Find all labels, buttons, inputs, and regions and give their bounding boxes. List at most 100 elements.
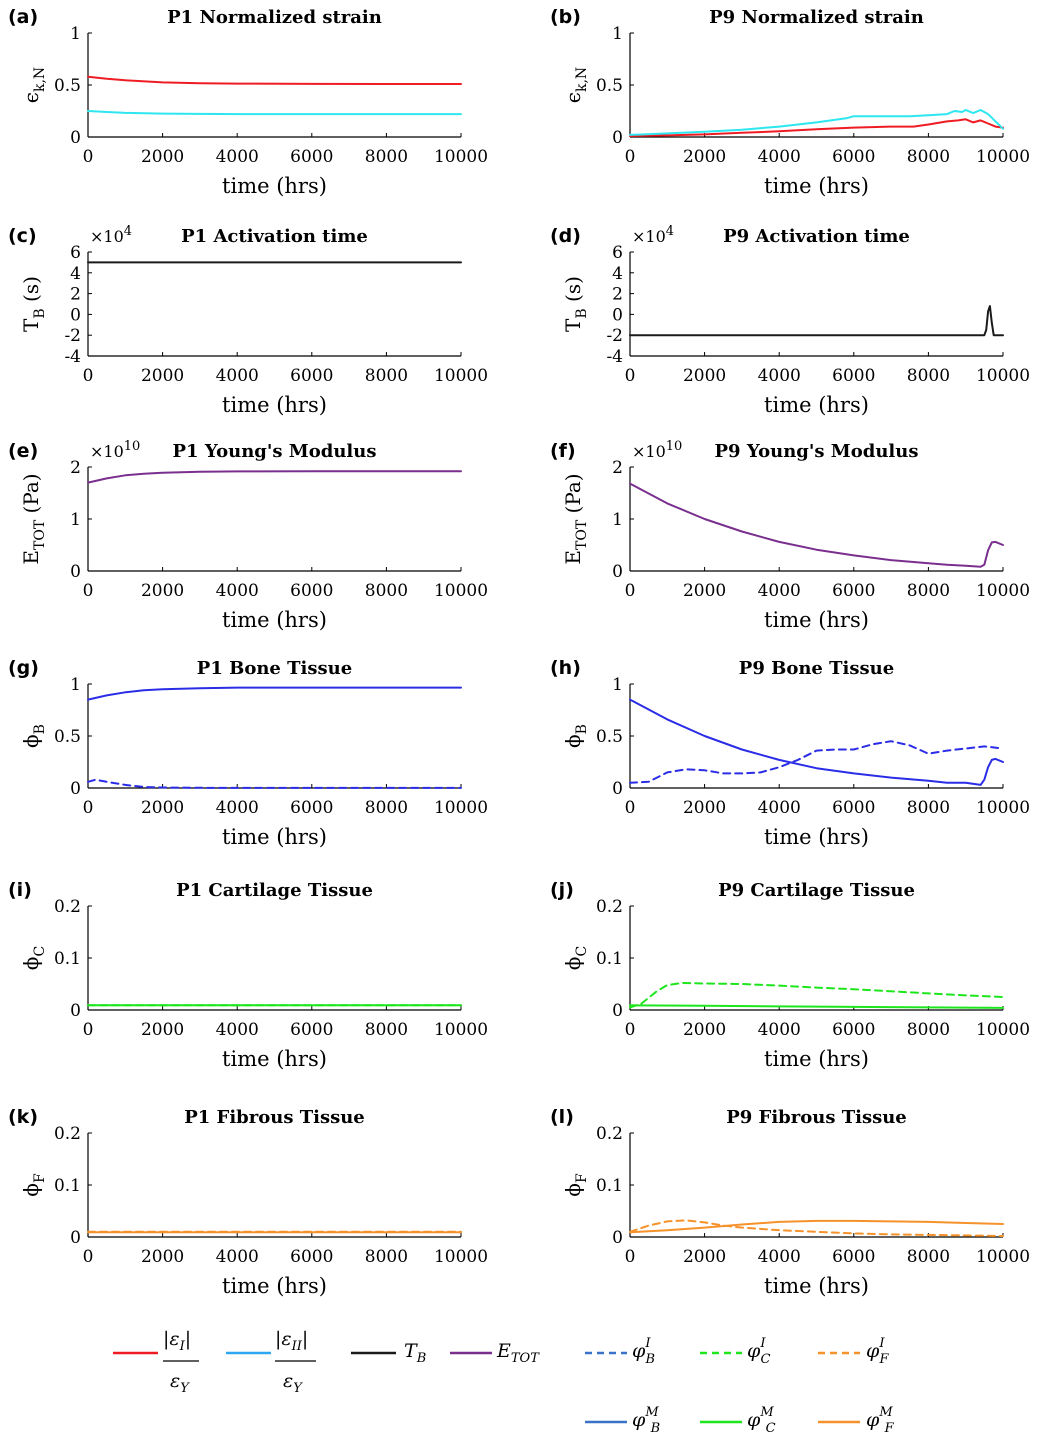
y-tick-label-l: 0.1 [596, 1176, 623, 1196]
legend-bone-m-main: φ [632, 1409, 646, 1431]
y-axis-label-k: ϕF [19, 1173, 48, 1197]
x-tick-label-d: 0 [625, 366, 636, 386]
svg-text:φMB: φM B [632, 1405, 660, 1436]
x-axis-label-j: time (hrs) [764, 1047, 869, 1071]
svg-text:φIF: φI F [866, 1336, 889, 1367]
x-axis-label-h: time (hrs) [764, 825, 869, 849]
series-line-l-fibrous-i [629, 1219, 1004, 1237]
panel-label-b: (b) [550, 6, 581, 28]
x-tick-label-h: 2000 [683, 798, 726, 818]
x-tick-label-b: 4000 [758, 147, 801, 167]
svg-text:φMF: φM F [866, 1405, 895, 1436]
y-tick-label-a: 0 [70, 128, 81, 148]
legend-modulus-sub: TOT [511, 1351, 540, 1366]
legend-fibrous-i-sup: I [878, 1336, 885, 1351]
x-tick-label-g: 0 [83, 798, 94, 818]
panel-label-g: (g) [8, 657, 39, 679]
x-tick-label-j: 6000 [832, 1020, 875, 1040]
y-axis-label-d: TB (s) [561, 276, 590, 332]
x-tick-label-h: 6000 [832, 798, 875, 818]
x-tick-label-a: 0 [83, 147, 94, 167]
panel-label-l: (l) [550, 1106, 574, 1128]
y-tick-label-f: 1 [612, 510, 623, 530]
x-tick-label-k: 0 [83, 1247, 94, 1267]
x-tick-label-k: 10000 [434, 1247, 488, 1267]
x-axis-label-k: time (hrs) [222, 1274, 327, 1298]
y-axis-label-a: ϵk,N [19, 67, 48, 103]
x-tick-label-e: 2000 [141, 581, 184, 601]
x-tick-label-d: 2000 [683, 366, 726, 386]
panel-label-c: (c) [8, 225, 37, 247]
x-tick-label-l: 10000 [976, 1247, 1030, 1267]
x-tick-label-i: 2000 [141, 1020, 184, 1040]
x-tick-label-c: 4000 [216, 366, 259, 386]
panel-label-e: (e) [8, 440, 38, 462]
legend-bone-i-sup: I [644, 1336, 651, 1351]
y-tick-label-g: 0 [70, 779, 81, 799]
legend-fibrous-i-sub: F [878, 1352, 889, 1367]
x-tick-label-j: 0 [625, 1020, 636, 1040]
legend-cartilage-m-sup: M [759, 1405, 774, 1420]
x-tick-label-i: 4000 [216, 1020, 259, 1040]
y-tick-label-e: 2 [70, 458, 81, 478]
x-tick-label-d: 10000 [976, 366, 1030, 386]
y-tick-label-c: 2 [70, 285, 81, 305]
chart-panel-i: (i) P1 Cartilage Tissue 0 0.1 0.2 0 2000 4000 60… [8, 879, 488, 1071]
chart-title-j: P9 Cartilage Tissue [718, 880, 915, 901]
y-axis-label-f: ETOT (Pa) [561, 473, 590, 564]
y-tick-label-c: 0 [70, 305, 81, 325]
legend-item-bone-m: φM B [585, 1405, 660, 1436]
x-tick-label-e: 8000 [365, 581, 408, 601]
x-tick-label-j: 10000 [976, 1020, 1030, 1040]
x-tick-label-l: 2000 [683, 1247, 726, 1267]
chart-panel-f: (f) P9 Young's Modulus ×1010 0 1 2 0 2000 4000 60… [550, 439, 1030, 632]
series-line-j-cartilage-i [629, 982, 1004, 1009]
x-tick-label-k: 6000 [290, 1247, 333, 1267]
x-tick-label-d: 4000 [758, 366, 801, 386]
y-tick-label-d: 0 [612, 305, 623, 325]
x-axis-label-e: time (hrs) [222, 608, 327, 632]
chart-panel-b: (b) P9 Normalized strain 0 0.5 1 0 2000 4000 600… [550, 6, 1030, 198]
x-tick-label-h: 4000 [758, 798, 801, 818]
series-line-g-bone-m [87, 686, 462, 701]
y-tick-label-d: 4 [612, 264, 623, 284]
x-tick-label-i: 8000 [365, 1020, 408, 1040]
panel-label-f: (f) [550, 440, 576, 462]
y-tick-label-e: 0 [70, 562, 81, 582]
chart-title-a: P1 Normalized strain [167, 7, 382, 28]
y-tick-label-b: 0 [612, 128, 623, 148]
legend-item-cartilage-m: φM C [700, 1405, 776, 1436]
x-tick-label-f: 0 [625, 581, 636, 601]
svg-text:φMC: φM C [747, 1405, 776, 1436]
x-tick-label-b: 8000 [907, 147, 950, 167]
series-line-h-bone-m [629, 698, 1004, 786]
y-tick-label-l: 0.2 [596, 1124, 623, 1144]
legend-bone-i-main: φ [632, 1340, 646, 1362]
x-tick-label-h: 0 [625, 798, 636, 818]
legend-fibrous-m-sub: F [884, 1421, 895, 1436]
y-tick-label-g: 0.5 [54, 727, 81, 747]
x-axis-label-c: time (hrs) [222, 393, 327, 417]
x-tick-label-g: 4000 [216, 798, 259, 818]
series-line-l-fibrous-m [629, 1219, 1004, 1234]
svg-text:εY: εY [283, 1370, 303, 1396]
y-tick-label-k: 0.2 [54, 1124, 81, 1144]
x-tick-label-l: 8000 [907, 1247, 950, 1267]
y-tick-label-a: 0.5 [54, 76, 81, 96]
legend-fibrous-m-sup: M [878, 1405, 893, 1420]
y-tick-label-i: 0.2 [54, 897, 81, 917]
legend-strain-i-num: |ε [163, 1328, 180, 1350]
legend-cartilage-i-main: φ [747, 1340, 761, 1362]
x-tick-label-j: 8000 [907, 1020, 950, 1040]
series-line-f-modulus [629, 482, 1004, 568]
legend-bone-m-sup: M [644, 1405, 659, 1420]
legend-activation-sub: B [416, 1351, 427, 1366]
y-tick-label-d: -2 [606, 326, 623, 346]
x-tick-label-f: 6000 [832, 581, 875, 601]
x-tick-label-g: 6000 [290, 798, 333, 818]
legend-strain-ii-num-end: | [302, 1328, 308, 1350]
y-tick-label-a: 1 [70, 24, 81, 44]
legend-strain-i-num-sub: I [179, 1339, 186, 1354]
